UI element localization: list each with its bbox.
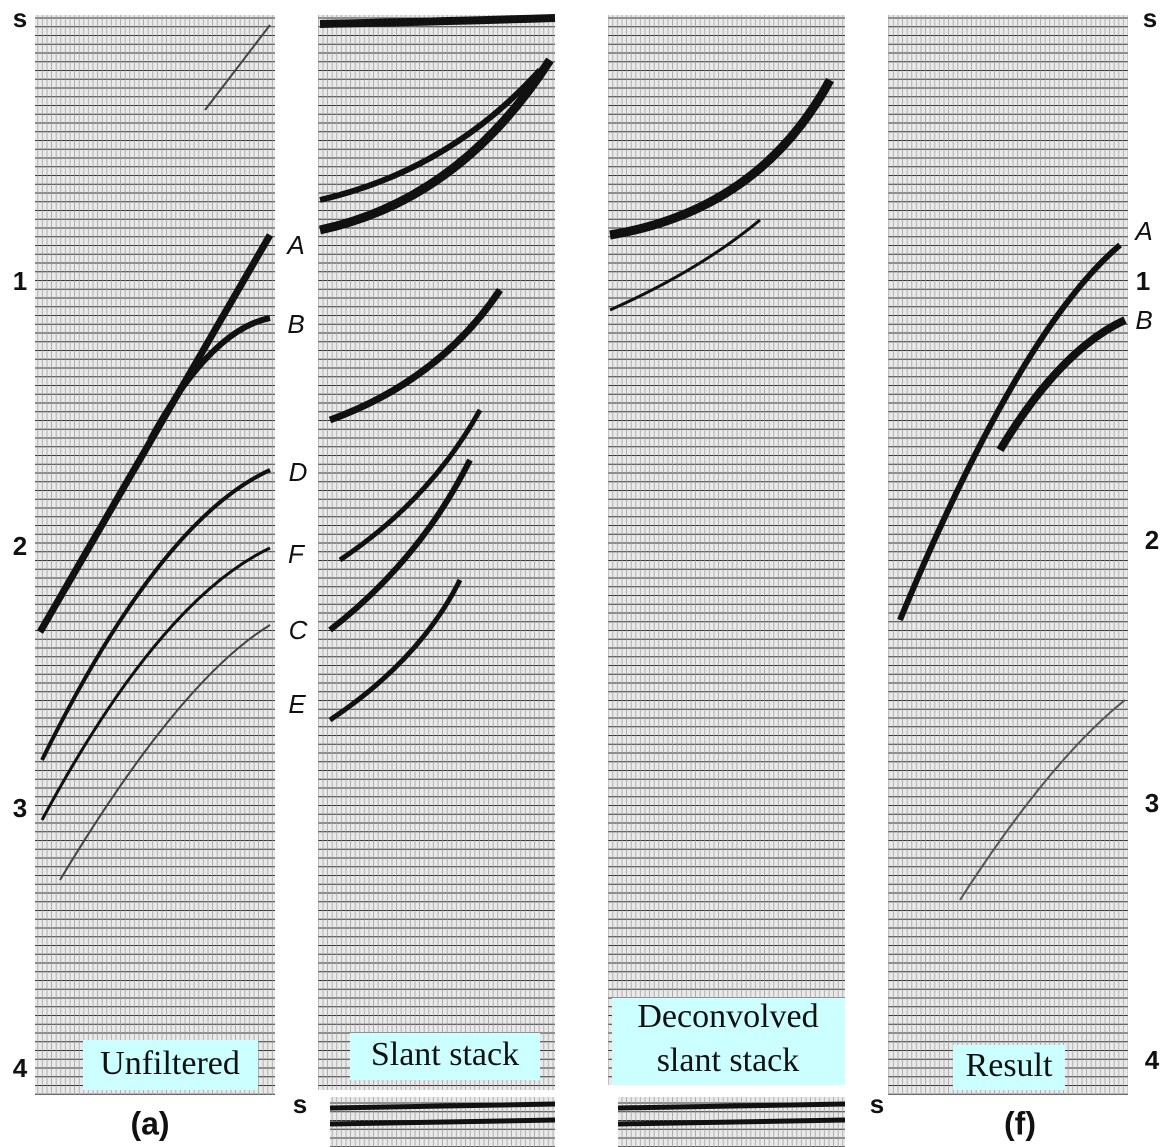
axis-unit: s — [1143, 3, 1157, 33]
axis-unit: s — [293, 1089, 307, 1119]
axis-unit: s — [13, 3, 27, 33]
panel-letter: (a) — [130, 1105, 169, 1141]
event-label: B — [287, 309, 304, 339]
event-label: B — [1135, 305, 1152, 335]
axis-tick-label: 4 — [13, 1053, 28, 1083]
panel-letter: (f) — [1004, 1105, 1036, 1141]
axis-tick-label: 1 — [13, 266, 27, 296]
axis-tick-label: 2 — [1145, 525, 1159, 555]
events — [36, 14, 1127, 901]
panel-b — [318, 15, 555, 1090]
panel-caption: Deconvolved — [637, 998, 818, 1035]
panel-d — [888, 15, 1128, 1095]
fragment-bands — [329, 1101, 846, 1127]
event-label: A — [285, 230, 304, 260]
event-label: C — [289, 615, 308, 645]
panel-a — [35, 15, 275, 1095]
event-label: 1 — [1136, 266, 1150, 296]
panel-caption: Unfiltered — [100, 1045, 240, 1082]
caption-box — [612, 998, 845, 1085]
panel-c — [608, 15, 845, 1085]
event-label: F — [288, 539, 306, 569]
axis-tick-label: 3 — [13, 793, 27, 823]
caption-box — [953, 1045, 1065, 1090]
panel-caption: slant stack — [657, 1042, 800, 1079]
panel-caption: Slant stack — [371, 1036, 519, 1073]
caption-box — [350, 1033, 540, 1080]
caption-box — [83, 1040, 258, 1090]
event-label: E — [288, 689, 306, 719]
axis-unit: s — [870, 1089, 884, 1119]
panel-caption: Result — [966, 1047, 1053, 1084]
event-label: D — [289, 457, 308, 487]
axis-tick-label: 2 — [13, 531, 27, 561]
axis-tick-label: 3 — [1145, 788, 1159, 818]
axis-tick-label: 4 — [1145, 1045, 1160, 1075]
event-label: A — [1133, 216, 1152, 246]
